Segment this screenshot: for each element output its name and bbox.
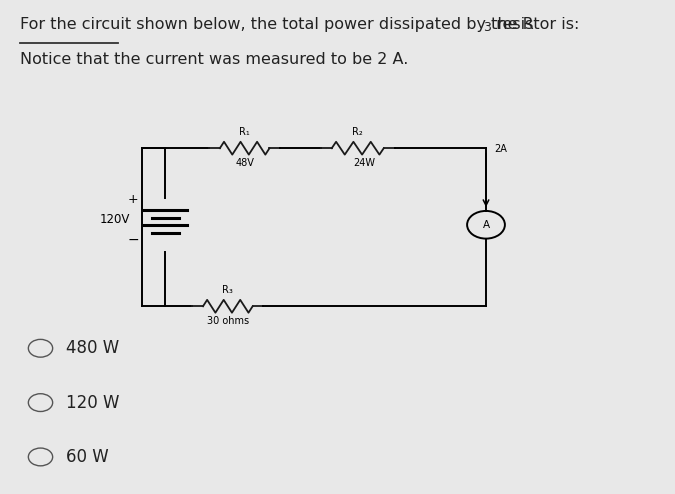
Text: 120V: 120V (99, 213, 130, 226)
Text: resistor is:: resistor is: (491, 17, 579, 32)
Text: 60 W: 60 W (66, 448, 109, 466)
Text: 48V: 48V (236, 158, 254, 168)
Text: 3: 3 (483, 21, 491, 34)
Text: −: − (127, 233, 139, 247)
Text: R₁: R₁ (240, 127, 250, 137)
Text: +: + (128, 193, 138, 206)
Text: 24W: 24W (354, 158, 375, 168)
Text: 480 W: 480 W (66, 339, 119, 357)
Text: 120 W: 120 W (66, 394, 119, 412)
Text: For the circuit shown below, the total power dissipated by the R: For the circuit shown below, the total p… (20, 17, 534, 32)
Text: 2A: 2A (494, 144, 507, 154)
Text: R₂: R₂ (352, 127, 363, 137)
Text: R₃: R₃ (222, 286, 234, 295)
Text: A: A (483, 220, 489, 230)
Text: Notice that the current was measured to be 2 A.: Notice that the current was measured to … (20, 52, 408, 67)
Text: 30 ohms: 30 ohms (207, 316, 249, 326)
